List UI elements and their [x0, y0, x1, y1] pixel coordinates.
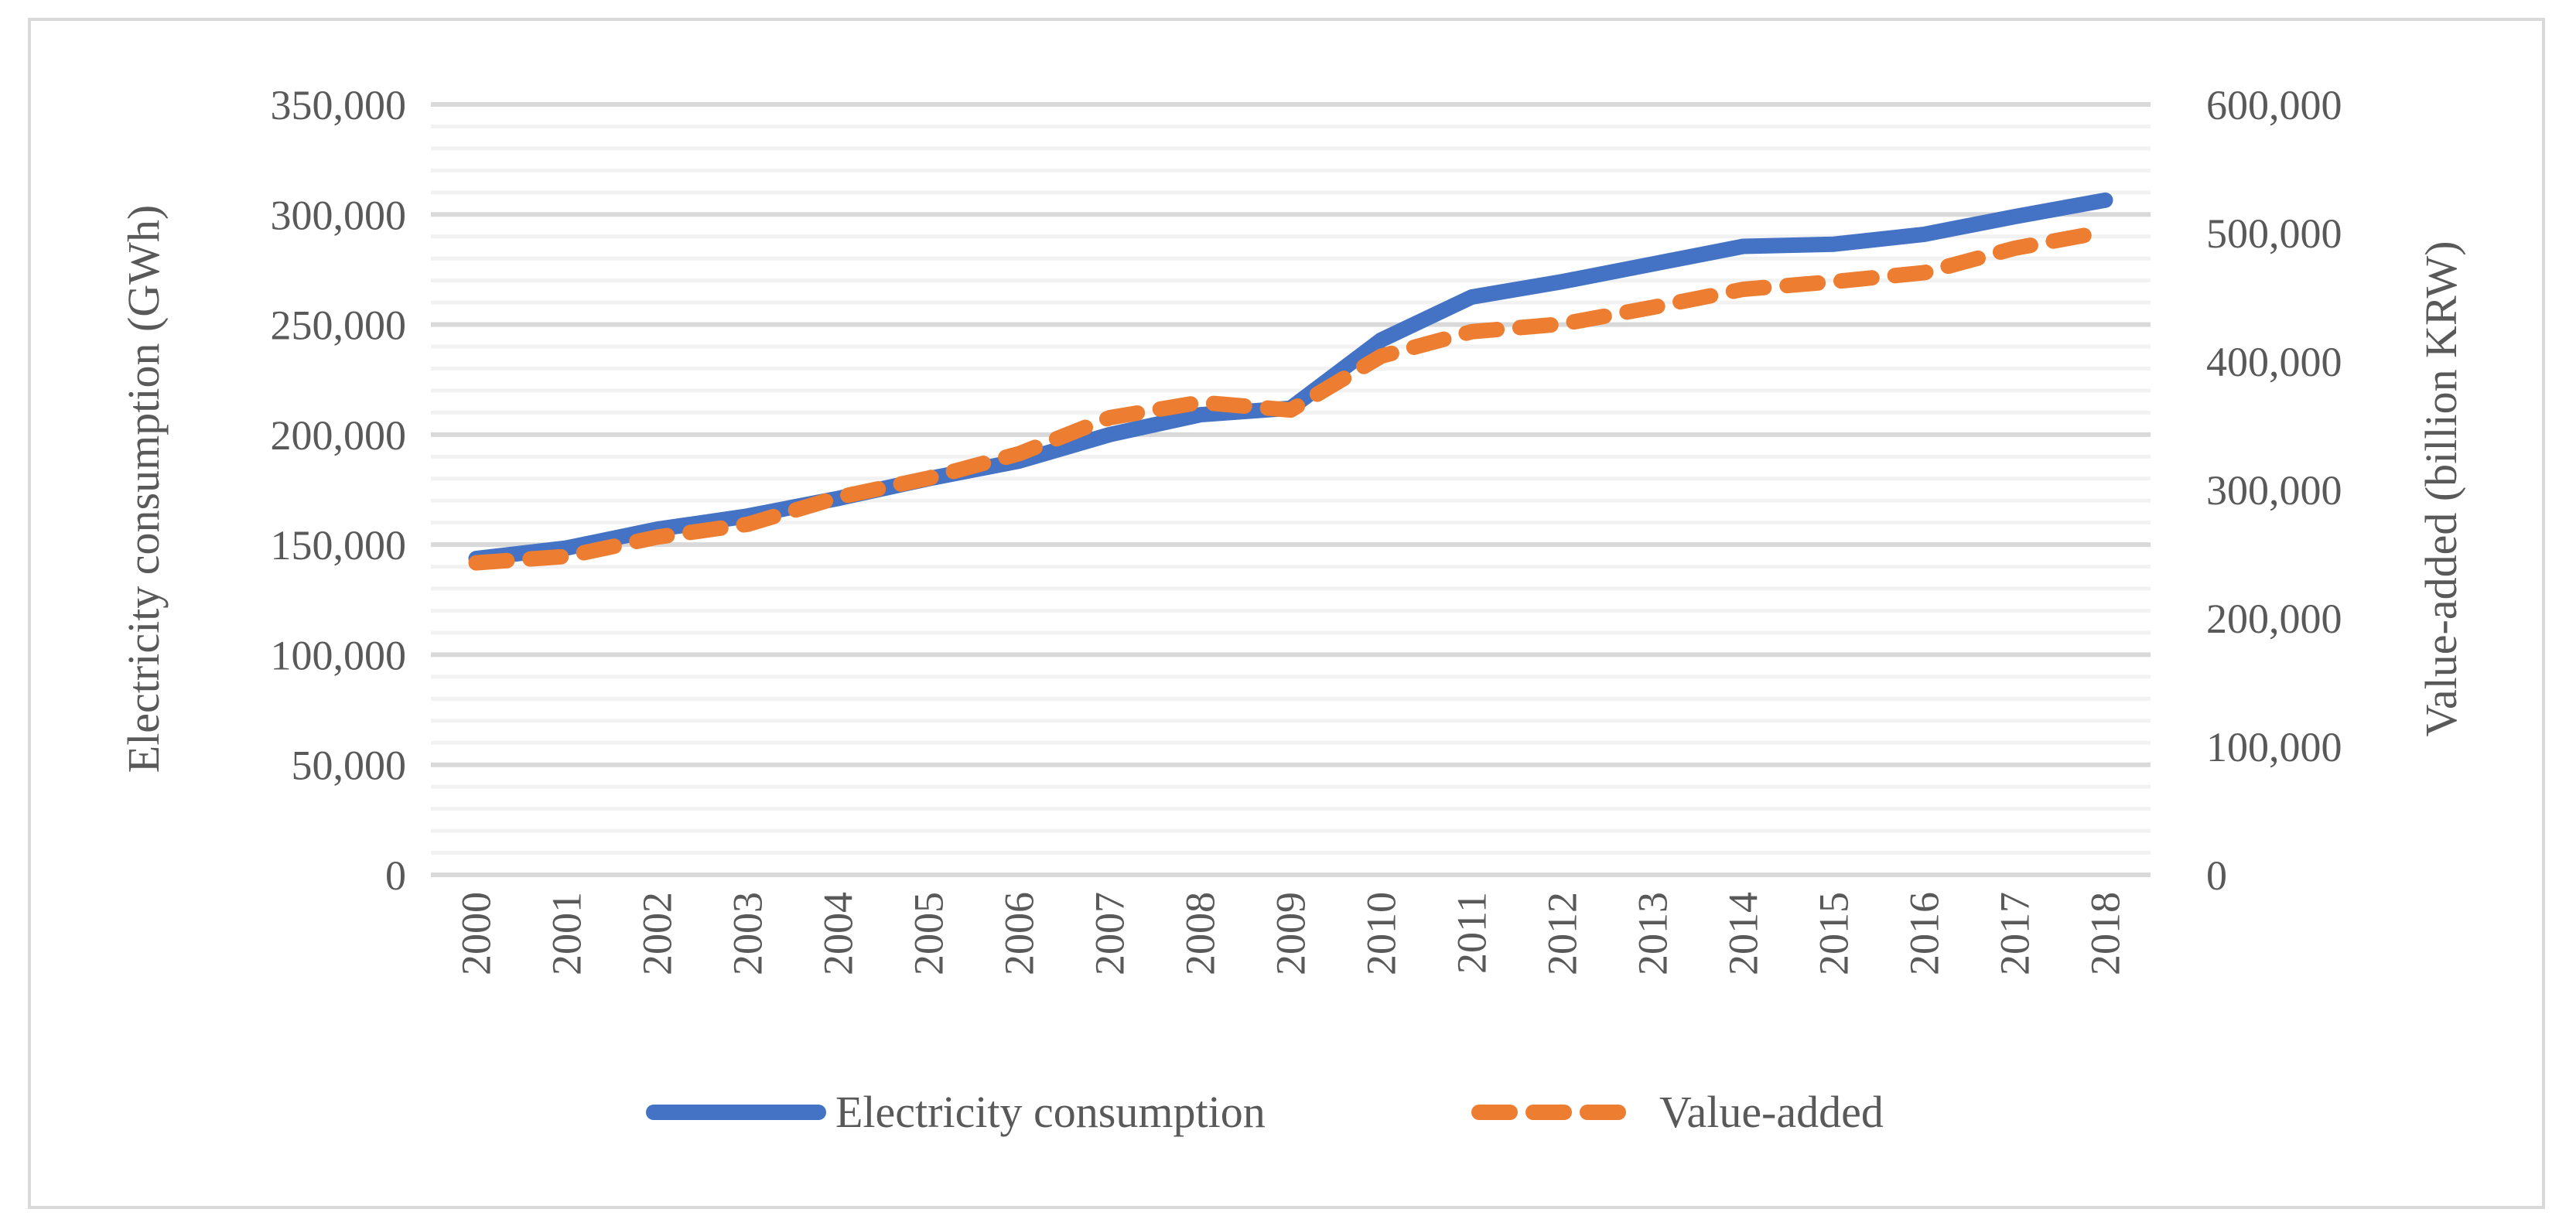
x-tick-label: 2000 [453, 892, 500, 975]
chart-border [28, 18, 2545, 1209]
y-right-tick-label: 300,000 [2206, 467, 2342, 514]
gridlines [431, 102, 2151, 877]
x-tick-label: 2003 [725, 892, 771, 975]
legend-label-value-added: Value-added [1659, 1087, 1884, 1137]
x-tick-label: 2018 [2082, 892, 2129, 975]
data-point-electricity [1471, 296, 1473, 298]
data-point-electricity [1109, 434, 1111, 435]
y-tick-label: 0 [385, 852, 406, 899]
y-tick-label: 150,000 [271, 522, 407, 569]
y-axis-left-ticks: 0 50,000 100,000 150,000 200,000 250,000 300,0… [271, 82, 407, 899]
x-tick-label: 2004 [815, 892, 862, 975]
x-tick-label: 2009 [1268, 892, 1314, 975]
x-tick-label: 2001 [544, 892, 590, 975]
data-point-value-added [747, 524, 749, 525]
data-point-value-added [1652, 306, 1654, 308]
y-tick-label: 100,000 [271, 632, 407, 678]
data-point-value-added [1471, 331, 1473, 333]
data-point-value-added [1200, 401, 1201, 403]
y-axis-right-title: Value-added (billion KRW) [2416, 241, 2466, 736]
x-tick-label: 2015 [1811, 892, 1857, 975]
data-point-electricity [1562, 281, 1563, 282]
x-tick-label: 2007 [1087, 892, 1133, 975]
data-point-electricity [566, 547, 568, 548]
y-axis-right-ticks: 0 100,000 200,000 300,000 400,000 500,000 600,… [2206, 82, 2342, 899]
x-tick-label: 2014 [1720, 892, 1767, 975]
x-tick-label: 2010 [1358, 892, 1405, 975]
data-point-value-added [1290, 409, 1292, 411]
data-point-value-added [1743, 289, 1744, 290]
series-lines [468, 192, 2113, 571]
y-right-tick-label: 100,000 [2206, 724, 2342, 770]
data-point-electricity [2014, 216, 2016, 217]
data-point-value-added [566, 555, 568, 557]
data-point-value-added [928, 477, 930, 479]
data-point-value-added [2105, 231, 2106, 232]
data-point-value-added [1381, 355, 1382, 357]
data-point-value-added [1833, 281, 1835, 282]
x-tick-label: 2013 [1630, 892, 1676, 975]
x-tick-label: 2012 [1539, 892, 1586, 975]
data-point-value-added [1019, 453, 1020, 455]
x-tick-label: 2006 [996, 892, 1043, 975]
y-right-tick-label: 600,000 [2206, 82, 2342, 128]
x-tick-label: 2011 [1449, 892, 1495, 974]
data-point-electricity [1381, 339, 1382, 340]
data-point-value-added [2014, 248, 2016, 249]
data-point-value-added [838, 497, 839, 498]
data-point-value-added [1109, 417, 1111, 418]
x-tick-label: 2002 [634, 892, 681, 975]
series-line-value-added [468, 224, 2113, 571]
x-axis-ticks: 2000 2001 2002 2003 2004 2005 2006 2007 2008 2009… [453, 892, 2129, 975]
y-right-tick-label: 200,000 [2206, 596, 2342, 642]
data-point-value-added [1562, 323, 1563, 325]
data-point-electricity [1743, 246, 1744, 248]
legend: Electricity consumption Value-added [646, 1087, 1884, 1137]
y-right-tick-label: 0 [2206, 852, 2227, 899]
y-right-tick-label: 500,000 [2206, 210, 2342, 257]
data-point-electricity [1200, 414, 1201, 415]
y-right-tick-label: 400,000 [2206, 339, 2342, 385]
y-tick-label: 350,000 [271, 82, 407, 128]
y-axis-left-title: Electricity consumption (GWh) [118, 205, 169, 773]
y-tick-label: 300,000 [271, 192, 407, 238]
data-point-electricity [2105, 200, 2106, 201]
y-tick-label: 50,000 [292, 743, 407, 789]
data-point-electricity [1833, 244, 1835, 245]
x-tick-label: 2008 [1177, 892, 1224, 975]
legend-label-electricity: Electricity consumption [835, 1087, 1266, 1137]
data-point-electricity [1652, 263, 1654, 265]
y-tick-label: 200,000 [271, 412, 407, 459]
x-tick-label: 2017 [1992, 892, 2038, 975]
x-tick-label: 2005 [906, 892, 952, 975]
data-point-value-added [657, 536, 658, 538]
data-point-value-added [476, 562, 477, 564]
y-tick-label: 250,000 [271, 302, 407, 349]
data-point-value-added [1924, 271, 1925, 273]
data-point-electricity [1924, 234, 1925, 235]
x-tick-label: 2016 [1901, 892, 1948, 975]
